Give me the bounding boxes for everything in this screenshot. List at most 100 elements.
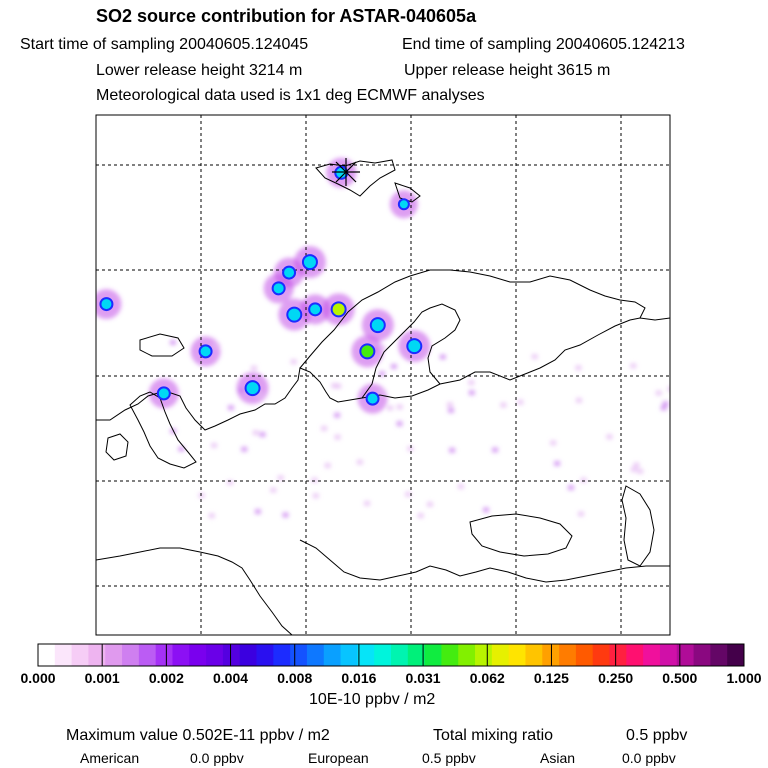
plume-speckle	[254, 509, 261, 515]
colorbar-swatch	[475, 644, 493, 666]
coastlines	[96, 159, 670, 635]
colorbar-swatch	[54, 644, 73, 666]
plume-hotspot	[99, 297, 114, 312]
plume-hotspot	[397, 198, 410, 211]
plume-speckle	[387, 405, 394, 411]
coastline-europe	[96, 317, 670, 635]
coastline-baltic	[361, 303, 461, 399]
european-label: European	[308, 750, 369, 766]
european-value: 0.5 ppbv	[422, 750, 476, 766]
plume-speckle	[396, 421, 403, 427]
plume-speckle	[321, 425, 328, 431]
colorbar-tick-label: 0.250	[598, 670, 634, 686]
colorbar-swatch	[592, 644, 611, 666]
coastline-caspian	[621, 485, 655, 567]
diffuse-plume-layer	[96, 157, 670, 519]
coastline-mediterranean	[96, 539, 670, 635]
plume-speckle	[380, 390, 387, 396]
colorbar-swatch	[710, 644, 728, 666]
plume-speckle	[439, 354, 446, 360]
colorbar-swatch	[172, 644, 190, 666]
plume-speckle	[250, 365, 257, 371]
colorbar-swatch	[155, 644, 173, 666]
colorbar-swatch	[391, 644, 409, 666]
colorbar-swatch	[88, 644, 106, 666]
plume-hotspots	[99, 165, 423, 406]
colorbar-swatch	[491, 644, 510, 666]
colorbar-tick-label: 0.016	[341, 670, 377, 686]
colorbar-tick-label: 0.062	[469, 670, 505, 686]
plume-speckle	[633, 462, 640, 468]
plume-speckle	[270, 487, 277, 493]
plume-speckle	[407, 446, 414, 452]
plume-hotspot	[198, 344, 213, 359]
plume-hotspot	[359, 343, 376, 360]
colorbar-swatch	[626, 644, 644, 666]
plume-hotspot	[369, 317, 386, 334]
total-mixing-label: Total mixing ratio	[433, 727, 554, 744]
plume-speckle	[379, 371, 386, 377]
plume-speckle	[575, 397, 582, 403]
plume-speckle	[448, 407, 455, 413]
end-time-label: End time of sampling 20040605.124213	[402, 36, 685, 53]
plume-speckle	[500, 402, 507, 408]
plume-speckle	[170, 340, 176, 345]
asian-label: Asian	[540, 750, 576, 766]
plume-speckle	[483, 507, 490, 513]
release-marker	[332, 158, 360, 186]
met-data-label: Meteorological data used is 1x1 deg ECMW…	[96, 87, 485, 104]
plume-speckle	[578, 511, 585, 517]
colorbar-swatch	[323, 644, 342, 666]
plume-speckle	[312, 493, 319, 499]
plume-hotspot	[301, 254, 318, 271]
colorbar-tick-label: 0.500	[662, 670, 698, 686]
plume-speckle	[372, 347, 379, 353]
colorbar-tick-label: 0.125	[533, 670, 569, 686]
plume-speckle	[667, 386, 670, 392]
plume-speckle	[390, 363, 397, 369]
start-time-label: Start time of sampling 20040605.124045	[20, 36, 309, 53]
plume-speckle	[662, 401, 669, 407]
coastline-ireland	[105, 433, 129, 461]
plume-speckle	[257, 393, 264, 399]
plume-speckle	[405, 491, 412, 497]
colorbar-swatch	[222, 644, 241, 666]
colorbar-tick-label: 1.000	[726, 670, 762, 686]
colorbar-tick-label: 0.001	[84, 670, 120, 686]
plume-hotspot	[406, 338, 423, 355]
graticule	[96, 115, 670, 635]
plume-speckle	[335, 383, 342, 389]
plume-speckle	[259, 432, 266, 438]
coastline-iceland	[139, 333, 185, 357]
plume-speckle	[554, 460, 561, 466]
colorbar-swatch	[239, 644, 258, 666]
colorbar-swatch	[609, 644, 627, 666]
map-frame	[95, 114, 671, 636]
colorbar-swatch	[273, 644, 291, 666]
upper-height-label: Upper release height 3615 m	[404, 62, 611, 79]
colorbar-tick-label: 0.002	[148, 670, 184, 686]
plume-speckle	[580, 477, 587, 483]
plume-speckle	[630, 363, 637, 369]
colorbar-swatch	[727, 644, 745, 666]
plume-speckle	[449, 447, 456, 453]
plume-speckle	[324, 463, 331, 469]
plume-speckle	[198, 493, 205, 499]
coastline-novaya	[394, 182, 421, 203]
plume-speckle	[550, 440, 557, 446]
plume-speckle	[252, 430, 259, 436]
colorbar-swatch	[256, 644, 274, 666]
colorbar-unit: 10E-10 ppbv / m2	[309, 691, 436, 708]
plume-speckle	[241, 446, 248, 452]
plume-speckle	[517, 399, 524, 405]
total-mixing-value: 0.5 ppbv	[626, 727, 688, 744]
plume-speckle	[214, 343, 221, 349]
colorbar-tick-label: 0.000	[20, 670, 56, 686]
plume-speckle	[655, 390, 662, 396]
colorbar-swatch	[508, 644, 526, 666]
colorbar-swatch	[357, 644, 375, 666]
asian-value: 0.0 ppbv	[622, 750, 676, 766]
plume-speckle	[468, 380, 475, 386]
plume-hotspot	[156, 386, 171, 401]
